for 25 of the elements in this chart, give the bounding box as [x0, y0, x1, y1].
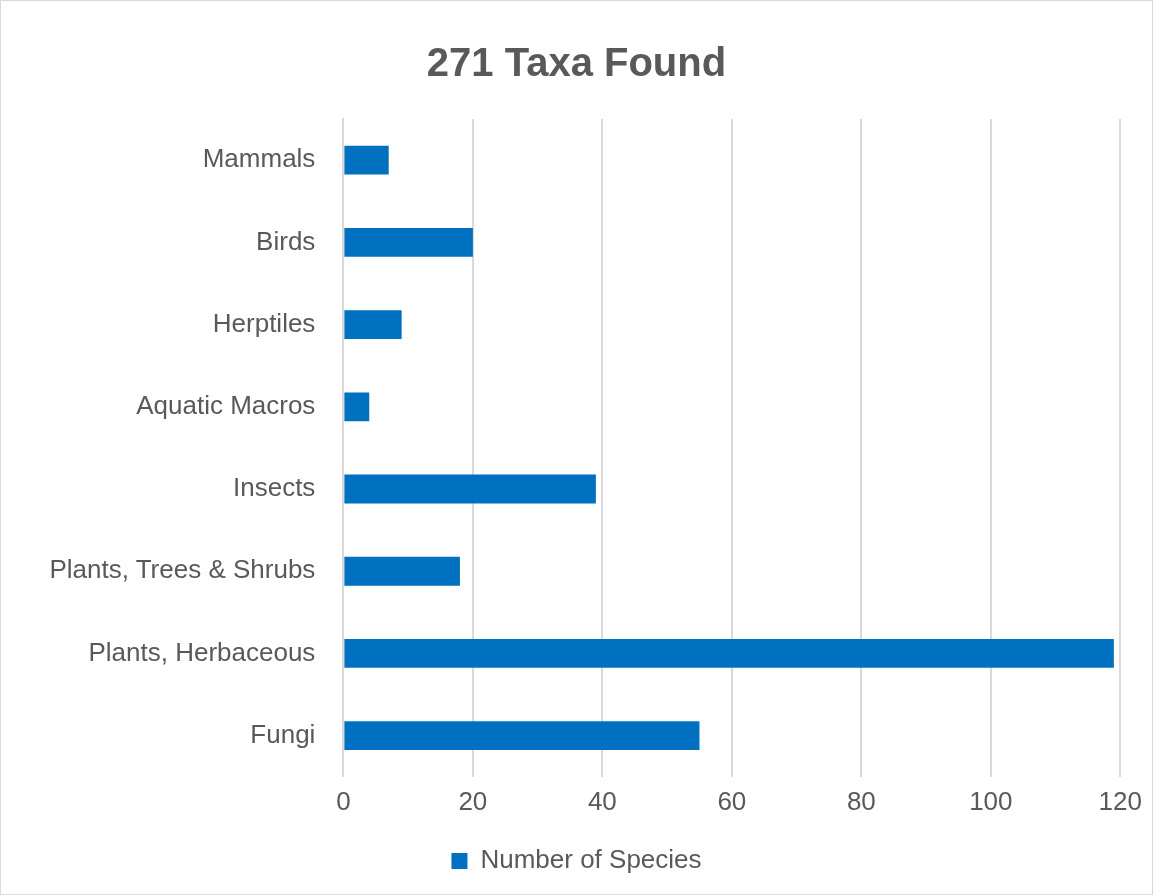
y-tick-label: Birds	[256, 225, 316, 256]
x-tick-label: 40	[587, 785, 617, 816]
bar	[344, 639, 1114, 668]
bar	[344, 556, 460, 586]
y-tick-label: Mammals	[202, 143, 316, 174]
y-tick-label: Herptiles	[212, 307, 316, 338]
x-tick-label: 120	[1098, 785, 1143, 816]
bar	[344, 721, 700, 751]
y-tick-label: Plants, Trees & Shrubs	[49, 554, 316, 585]
x-tick-label: 20	[458, 785, 488, 816]
y-tick-label: Fungi	[250, 718, 316, 749]
bar	[344, 474, 596, 504]
x-tick-label: 100	[969, 785, 1013, 816]
x-tick-label: 60	[717, 785, 747, 816]
x-tick-label: 0	[336, 785, 351, 816]
chart-title: 271 Taxa Found	[426, 40, 727, 85]
legend-label: Number of Species	[480, 844, 702, 875]
bar	[344, 392, 370, 422]
y-tick-label: Aquatic Macros	[136, 389, 316, 420]
x-tick-label: 80	[846, 785, 876, 816]
y-tick-label: Insects	[233, 472, 316, 503]
bar	[344, 145, 389, 175]
bar	[344, 310, 402, 339]
y-tick-label: Plants, Herbaceous	[88, 636, 316, 667]
bar	[344, 227, 473, 257]
